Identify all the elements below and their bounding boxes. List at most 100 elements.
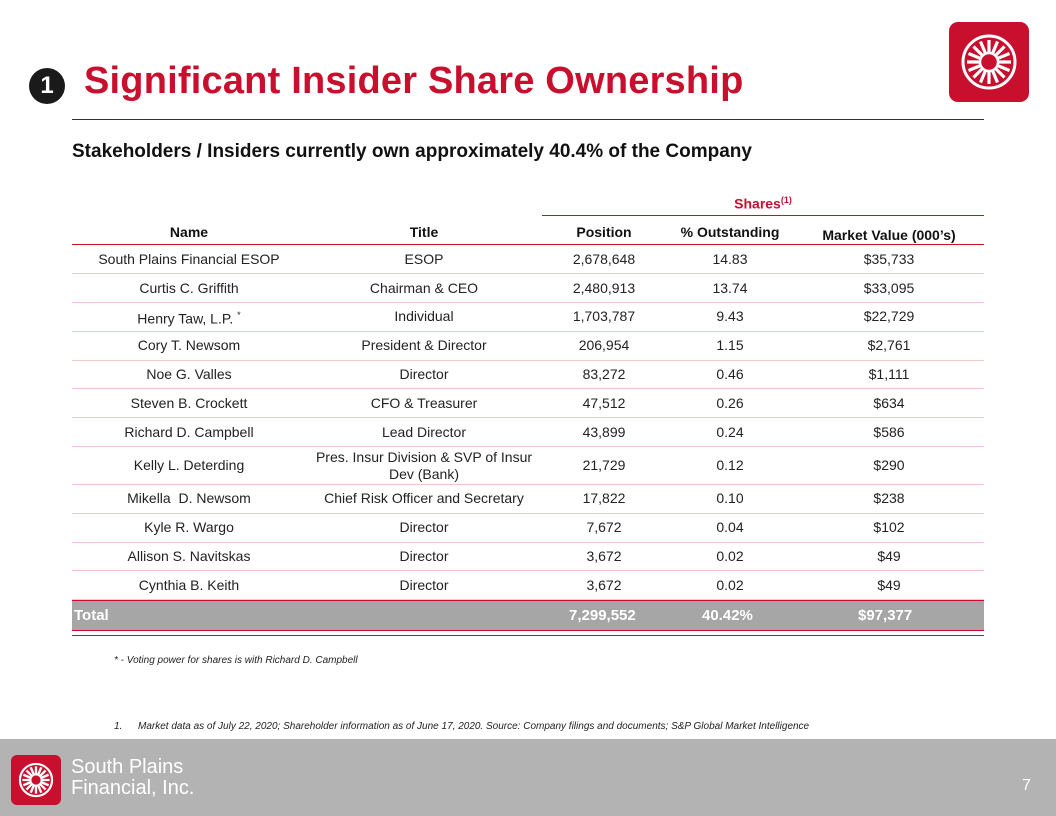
cell-pct: 0.02 [666,542,794,572]
total-row: Total 7,299,552 40.42% $97,377 [72,600,984,631]
cell-market-value: $22,729 [794,302,984,332]
cell-title: President & Director [306,331,542,361]
cell-market-value: $634 [794,388,984,419]
cell-name: Mikella D. Newsom [72,484,306,514]
col-header-name: Name [169,224,209,240]
total-label: Total [74,607,109,624]
cell-title: CFO & Treasurer [306,388,542,419]
cell-position: 7,672 [542,513,666,543]
company-logo-icon [949,22,1029,102]
cell-position: 21,729 [542,446,666,486]
cell-name: Cynthia B. Keith [72,570,306,601]
page-subtitle: Stakeholders / Insiders currently own ap… [72,141,752,162]
table-row: Noe G. Valles Director 83,272 0.46 $1,11… [72,360,984,390]
table-row: Cory T. Newsom President & Director 206,… [72,331,984,361]
cell-position: 47,512 [542,388,666,419]
cell-name: Cory T. Newsom [72,331,306,361]
table-row: Kelly L. Deterding Pres. Insur Division … [72,446,984,486]
cell-pct: 1.15 [666,331,794,361]
cell-name: Henry Taw, L.P. * [72,302,306,332]
table-row: Allison S. Navitskas Director 3,672 0.02… [72,542,984,572]
cell-name: Kelly L. Deterding [72,446,306,486]
cell-title: Lead Director [306,417,542,448]
cell-position: 206,954 [542,331,666,361]
title-divider [72,119,984,120]
col-header-title: Title [409,224,439,240]
cell-name: Richard D. Campbell [72,417,306,448]
page-number: 7 [1022,777,1031,794]
cell-name: Steven B. Crockett [72,388,306,419]
page-title: Significant Insider Share Ownership [84,60,744,102]
table-row: Henry Taw, L.P. * Individual 1,703,787 9… [72,302,984,332]
cell-position: 3,672 [542,542,666,572]
cell-title: Director [306,360,542,390]
cell-position: 3,672 [542,570,666,601]
cell-market-value: $35,733 [794,245,984,275]
cell-market-value: $49 [794,570,984,601]
cell-market-value: $102 [794,513,984,543]
cell-name: South Plains Financial ESOP [72,245,306,275]
cell-market-value: $290 [794,446,984,486]
shares-group-divider [542,215,984,216]
total-underline [72,635,984,636]
voting-footnote: * - Voting power for shares is with Rich… [114,655,358,666]
cell-pct: 14.83 [666,245,794,275]
cell-pct: 0.24 [666,417,794,448]
header-divider [72,244,984,245]
cell-name: Allison S. Navitskas [72,542,306,572]
table-row: Kyle R. Wargo Director 7,672 0.04 $102 [72,513,984,543]
section-number-badge: 1 [29,68,65,104]
cell-pct: 0.12 [666,446,794,486]
cell-market-value: $33,095 [794,273,984,304]
cell-title: Chairman & CEO [306,273,542,304]
table-row: Cynthia B. Keith Director 3,672 0.02 $49 [72,570,984,601]
cell-name: Noe G. Valles [72,360,306,390]
cell-market-value: $586 [794,417,984,448]
cell-title: Individual [306,302,542,332]
cell-market-value: $2,761 [794,331,984,361]
name-text: Henry Taw, L.P. [137,310,234,327]
voting-footnote-mark: * [237,309,241,320]
cell-title: Pres. Insur Division & SVP of Insur Dev … [306,446,542,486]
cell-market-value: $49 [794,542,984,572]
cell-title: Chief Risk Officer and Secretary [306,484,542,514]
shares-group-header: Shares(1) [734,195,792,212]
cell-pct: 0.46 [666,360,794,390]
cell-name: Kyle R. Wargo [72,513,306,543]
footer-logo-icon [11,755,61,805]
cell-position: 83,272 [542,360,666,390]
col-header-market-value: Market Value (000’s) [822,227,956,243]
table-row: Richard D. Campbell Lead Director 43,899… [72,417,984,448]
cell-position: 2,678,648 [542,245,666,275]
cell-pct: 13.74 [666,273,794,304]
cell-pct: 0.04 [666,513,794,543]
cell-position: 43,899 [542,417,666,448]
table-row: Steven B. Crockett CFO & Treasurer 47,51… [72,388,984,419]
col-header-position: Position [576,224,632,240]
cell-position: 17,822 [542,484,666,514]
cell-pct: 9.43 [666,302,794,332]
total-market-value: $97,377 [858,607,913,624]
table-row: Curtis C. Griffith Chairman & CEO 2,480,… [72,273,984,304]
footnote-number: 1. [114,721,123,732]
cell-market-value: $238 [794,484,984,514]
total-position: 7,299,552 [569,607,636,624]
cell-pct: 0.26 [666,388,794,419]
cell-title: ESOP [306,245,542,275]
footnote-text: Market data as of July 22, 2020; Shareho… [138,721,810,732]
table-row: Mikella D. Newsom Chief Risk Officer and… [72,484,984,514]
cell-title: Director [306,513,542,543]
ownership-table: South Plains Financial ESOP ESOP 2,678,6… [72,245,984,601]
cell-position: 2,480,913 [542,273,666,304]
cell-title: Director [306,542,542,572]
cell-name: Curtis C. Griffith [72,273,306,304]
cell-market-value: $1,111 [794,360,984,390]
company-name: South Plains Financial, Inc. [71,756,195,799]
cell-title: Director [306,570,542,601]
cell-position: 1,703,787 [542,302,666,332]
footer-bar: South Plains Financial, Inc. 7 [0,739,1056,816]
cell-pct: 0.10 [666,484,794,514]
cell-pct: 0.02 [666,570,794,601]
col-header-pct-outstanding: % Outstanding [680,224,780,240]
table-row: South Plains Financial ESOP ESOP 2,678,6… [72,245,984,275]
